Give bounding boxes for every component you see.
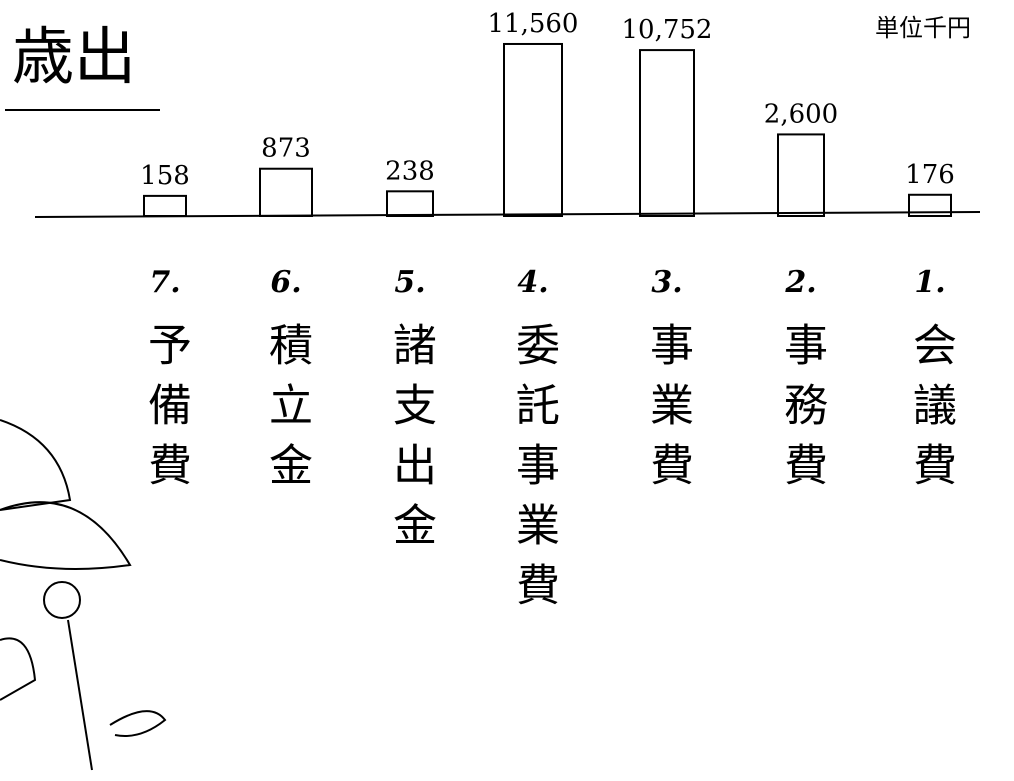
value-label: 158: [140, 161, 190, 191]
value-label: 873: [261, 134, 311, 164]
bar: [259, 167, 313, 217]
bar: [143, 194, 187, 217]
category-label: 事業費: [642, 322, 693, 502]
value-label: 10,752: [622, 15, 713, 45]
value-label: 176: [905, 160, 955, 190]
illustration: [0, 419, 167, 771]
bar: [908, 193, 952, 218]
category-label: 委託事業費: [508, 322, 559, 622]
category-number: 4.: [517, 265, 548, 300]
category-number: 5.: [394, 265, 425, 300]
bar: [386, 190, 434, 218]
category-number: 2.: [784, 265, 816, 300]
category-label: 諸支出金: [385, 322, 436, 562]
category-label: 会議費: [905, 322, 956, 502]
bar: [639, 49, 695, 218]
category-label: 事務費: [776, 322, 827, 502]
category-number: 3.: [651, 265, 682, 300]
value-label: 2,600: [764, 99, 838, 129]
category-number: 1.: [914, 265, 945, 300]
category-label: 予備費: [140, 322, 191, 502]
bar: [777, 133, 825, 218]
category-label: 積立金: [261, 322, 312, 502]
bar: [503, 42, 563, 218]
value-label: 11,560: [488, 9, 579, 39]
category-number: 7.: [149, 265, 180, 300]
category-number: 6.: [270, 265, 301, 300]
unit-label: 単位千円: [875, 14, 971, 42]
baseline: [34, 211, 981, 218]
value-label: 238: [385, 156, 435, 186]
chart-title: 歳出: [12, 20, 136, 93]
